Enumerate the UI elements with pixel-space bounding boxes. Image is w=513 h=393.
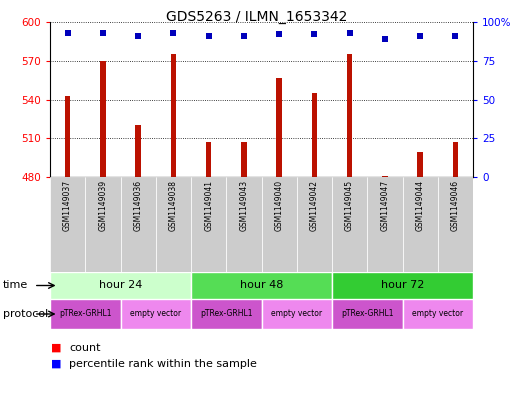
Bar <box>403 299 473 329</box>
Bar <box>100 61 106 177</box>
Bar <box>171 54 176 177</box>
Text: GSM1149042: GSM1149042 <box>310 180 319 231</box>
Point <box>169 30 177 36</box>
Bar <box>332 299 403 329</box>
Bar <box>85 177 121 272</box>
Point <box>275 31 283 38</box>
Text: hour 24: hour 24 <box>99 281 142 290</box>
Bar <box>191 299 262 329</box>
Point <box>416 33 424 39</box>
Bar <box>403 177 438 272</box>
Text: GSM1149047: GSM1149047 <box>380 180 389 231</box>
Text: hour 72: hour 72 <box>381 281 424 290</box>
Text: GSM1149037: GSM1149037 <box>63 180 72 231</box>
Bar <box>50 177 85 272</box>
Point <box>205 33 213 39</box>
Bar <box>262 177 297 272</box>
Point <box>451 33 460 39</box>
Bar <box>206 142 211 177</box>
Point <box>346 30 354 36</box>
Text: GSM1149040: GSM1149040 <box>274 180 284 231</box>
Point <box>310 31 319 38</box>
Bar <box>135 125 141 177</box>
Bar <box>191 272 332 299</box>
Bar <box>382 176 387 177</box>
Point <box>134 33 142 39</box>
Text: empty vector: empty vector <box>271 310 322 318</box>
Bar <box>262 299 332 329</box>
Text: pTRex-GRHL1: pTRex-GRHL1 <box>59 310 111 318</box>
Point <box>240 33 248 39</box>
Text: percentile rank within the sample: percentile rank within the sample <box>69 359 257 369</box>
Bar <box>191 177 226 272</box>
Text: empty vector: empty vector <box>130 310 181 318</box>
Bar <box>312 93 317 177</box>
Bar <box>156 177 191 272</box>
Bar <box>332 272 473 299</box>
Text: GSM1149044: GSM1149044 <box>416 180 425 231</box>
Text: GSM1149039: GSM1149039 <box>98 180 107 231</box>
Text: GSM1149041: GSM1149041 <box>204 180 213 231</box>
Bar <box>241 142 247 177</box>
Text: ■: ■ <box>51 343 62 353</box>
Bar <box>50 299 121 329</box>
Text: empty vector: empty vector <box>412 310 463 318</box>
Bar <box>418 152 423 177</box>
Bar <box>367 177 403 272</box>
Point <box>64 30 72 36</box>
Text: protocol: protocol <box>3 309 48 319</box>
Bar <box>438 177 473 272</box>
Text: time: time <box>3 281 28 290</box>
Bar <box>347 54 352 177</box>
Point <box>99 30 107 36</box>
Bar <box>65 95 70 177</box>
Text: count: count <box>69 343 101 353</box>
Text: ■: ■ <box>51 359 62 369</box>
Text: hour 48: hour 48 <box>240 281 283 290</box>
Text: pTRex-GRHL1: pTRex-GRHL1 <box>341 310 393 318</box>
Bar <box>277 77 282 177</box>
Text: GSM1149046: GSM1149046 <box>451 180 460 231</box>
Text: pTRex-GRHL1: pTRex-GRHL1 <box>200 310 252 318</box>
Text: GSM1149038: GSM1149038 <box>169 180 178 231</box>
Bar <box>121 177 156 272</box>
Bar <box>50 272 191 299</box>
Text: GSM1149045: GSM1149045 <box>345 180 354 231</box>
Text: GSM1149043: GSM1149043 <box>240 180 248 231</box>
Bar <box>121 299 191 329</box>
Text: GSM1149036: GSM1149036 <box>133 180 143 231</box>
Point <box>381 36 389 42</box>
Bar <box>453 142 458 177</box>
Bar <box>226 177 262 272</box>
Text: GDS5263 / ILMN_1653342: GDS5263 / ILMN_1653342 <box>166 10 347 24</box>
Bar <box>332 177 367 272</box>
Bar <box>297 177 332 272</box>
